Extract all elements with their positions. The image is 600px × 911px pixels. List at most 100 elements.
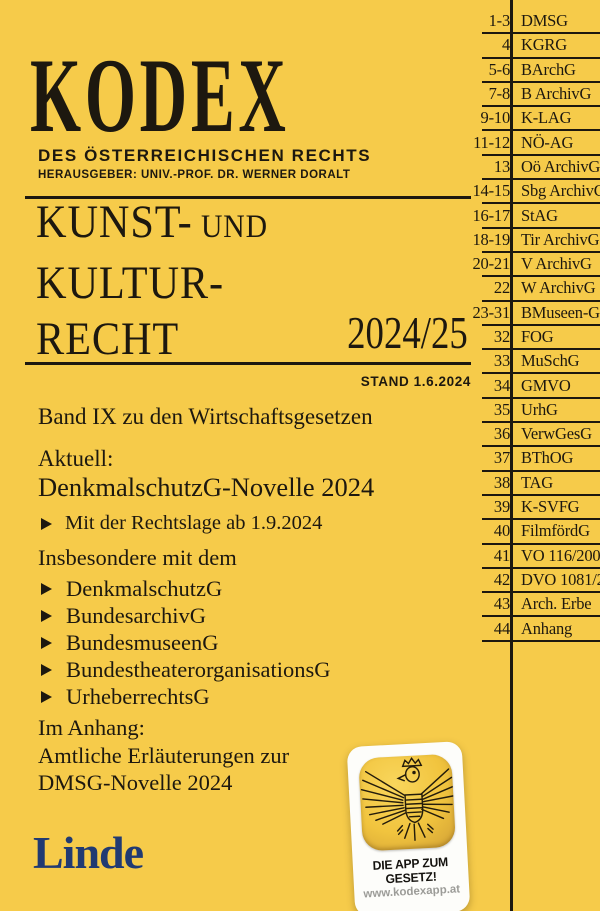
register-row-divider bbox=[482, 129, 600, 132]
app-badge-headline: DIE APP ZUM GESETZ! bbox=[372, 854, 449, 887]
register-law-label: FilmfördG bbox=[521, 521, 590, 541]
register-law-label: K-SVFG bbox=[521, 497, 580, 517]
register-law-label: MuSchG bbox=[521, 351, 580, 371]
register-law-label: KGRG bbox=[521, 35, 567, 55]
stand-date: STAND 1.6.2024 bbox=[360, 374, 471, 389]
register-law-label: B ArchivG bbox=[521, 84, 592, 104]
register-row: 39 K-SVFG bbox=[460, 495, 600, 521]
register-row-divider bbox=[482, 250, 600, 253]
register-law-label: VerwGesG bbox=[521, 424, 592, 444]
register-row: 11-12 NÖ-AG bbox=[460, 130, 600, 156]
register-paragraph-range: 18-19 bbox=[472, 229, 511, 249]
register-paragraph-range: 37 bbox=[493, 448, 510, 468]
list-item-label: BundestheaterorganisationsG bbox=[66, 656, 331, 682]
register-paragraph-range: 16-17 bbox=[472, 205, 511, 225]
register-row-divider bbox=[482, 323, 600, 326]
register-row: 18-19 Tir ArchivG bbox=[460, 228, 600, 253]
register-row: 14-15 Sbg ArchivG bbox=[460, 179, 600, 205]
register-law-label: StAG bbox=[521, 205, 558, 225]
register-law-label: UrhG bbox=[521, 399, 558, 419]
register-paragraph-range: 13 bbox=[493, 156, 510, 176]
register-law-label: VO 116/2009 bbox=[521, 545, 600, 565]
triangle-bullet-icon bbox=[41, 663, 52, 676]
register-row-divider bbox=[482, 80, 600, 83]
title-line-2: KULTUR- bbox=[36, 257, 225, 309]
register-row-divider bbox=[482, 153, 600, 156]
register-paragraph-range: 4 bbox=[501, 35, 510, 55]
register-law-label: BArchG bbox=[521, 59, 576, 79]
register-paragraph-range: 44 bbox=[493, 618, 510, 638]
register-law-label: V ArchivG bbox=[521, 254, 592, 274]
list-item: BundesmuseenG bbox=[41, 629, 331, 656]
list-item: DenkmalschutzG bbox=[41, 575, 331, 602]
register-row-divider bbox=[482, 202, 600, 205]
register-row: 7-8 B ArchivG bbox=[460, 82, 600, 108]
register-law-label: Tir ArchivG bbox=[521, 229, 600, 249]
register-row: 44 Anhang bbox=[460, 616, 600, 642]
register-row-divider bbox=[482, 445, 600, 448]
register-paragraph-range: 34 bbox=[493, 375, 510, 395]
anhang-line-2: DMSG-Novelle 2024 bbox=[38, 770, 233, 795]
register-row-divider bbox=[482, 493, 600, 496]
aktuell-label: Aktuell: bbox=[38, 446, 114, 471]
triangle-bullet-icon bbox=[41, 690, 52, 703]
register-row-divider bbox=[482, 542, 600, 545]
register-paragraph-range: 5-6 bbox=[488, 59, 511, 79]
register-law-label: FOG bbox=[521, 327, 554, 346]
edition-year: 2024/25 bbox=[347, 307, 468, 358]
register-row-divider bbox=[482, 348, 600, 351]
register-table: 1-3 DMSG 4 KGRG 5-6 BArchG 7-8 B ArchivG… bbox=[460, 9, 600, 642]
register-row-divider bbox=[482, 396, 600, 399]
list-item: UrheberrechtsG bbox=[41, 683, 331, 710]
register-row-divider bbox=[482, 56, 600, 59]
register-law-label: BMuseen-G bbox=[521, 302, 600, 322]
register-row-divider bbox=[482, 566, 600, 569]
triangle-bullet-icon bbox=[41, 517, 52, 530]
register-law-label: TAG bbox=[521, 472, 553, 492]
register-law-label: K-LAG bbox=[521, 108, 572, 128]
register-row: 41 VO 116/2009 bbox=[460, 544, 600, 569]
register-paragraph-range: 41 bbox=[493, 545, 510, 565]
register-row: 42 DVO 1081/2012 bbox=[460, 568, 600, 594]
register-paragraph-range: 39 bbox=[493, 497, 510, 517]
register-paragraph-range: 36 bbox=[493, 424, 510, 444]
list-item-label: UrheberrechtsG bbox=[66, 683, 210, 709]
register-paragraph-range: 7-8 bbox=[488, 84, 511, 104]
register-row: 5-6 BArchG bbox=[460, 58, 600, 83]
register-row: 34 GMVO bbox=[460, 373, 600, 399]
register-paragraph-range: 40 bbox=[493, 521, 510, 541]
register-law-label: GMVO bbox=[521, 375, 571, 395]
register-law-label: BThOG bbox=[521, 448, 574, 468]
register-row: 37 BThOG bbox=[460, 446, 600, 472]
list-item-label: DenkmalschutzG bbox=[66, 575, 223, 601]
register-law-label: Oö ArchivG bbox=[521, 156, 600, 176]
list-item: BundesarchivG bbox=[41, 602, 331, 629]
list-item-label: BundesarchivG bbox=[66, 602, 206, 628]
register-paragraph-range: 23-31 bbox=[472, 302, 511, 322]
register-paragraph-range: 14-15 bbox=[472, 181, 511, 201]
linde-publisher-logo: Linde bbox=[33, 827, 144, 878]
register-law-label: W ArchivG bbox=[521, 278, 596, 298]
title-line-3: RECHT bbox=[36, 313, 180, 365]
list-item-label: BundesmuseenG bbox=[66, 629, 219, 655]
register-row-divider bbox=[482, 518, 600, 521]
register-row: 4 KGRG bbox=[460, 33, 600, 59]
register-law-label: DMSG bbox=[521, 11, 568, 31]
register-row: 35 UrhG bbox=[460, 398, 600, 424]
register-paragraph-range: 33 bbox=[493, 351, 510, 371]
triangle-bullet-icon bbox=[41, 582, 52, 595]
register-row: 20-21 V ArchivG bbox=[460, 252, 600, 278]
register-paragraph-range: 20-21 bbox=[472, 254, 511, 274]
title-rule-top bbox=[25, 196, 471, 199]
insbesondere-list: DenkmalschutzG BundesarchivG Bundesmusee… bbox=[41, 575, 331, 710]
register-row: 33 MuSchG bbox=[460, 349, 600, 375]
register-law-label: NÖ-AG bbox=[521, 132, 574, 152]
list-item: BundestheaterorganisationsG bbox=[41, 656, 331, 683]
triangle-bullet-icon bbox=[41, 636, 52, 649]
register-law-label: DVO 1081/2012 bbox=[521, 569, 600, 589]
register-row-divider bbox=[482, 591, 600, 594]
register-row-divider bbox=[482, 615, 600, 618]
register-row-divider bbox=[482, 178, 600, 181]
register-row-divider bbox=[482, 32, 600, 35]
